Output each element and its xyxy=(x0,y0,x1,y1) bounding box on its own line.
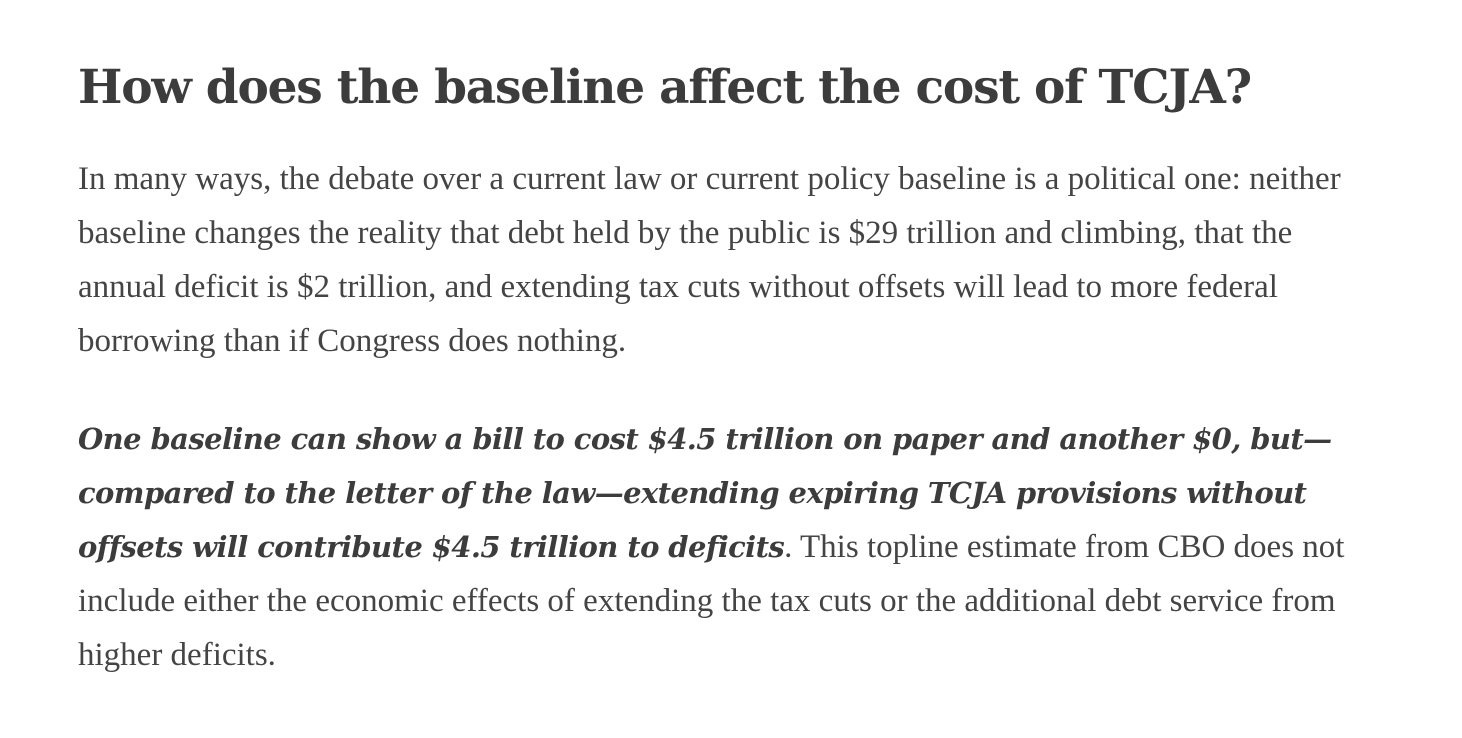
emphasized-cost-statement: One baseline can show a bill to cost $4.… xyxy=(78,422,1332,564)
cbo-estimate-note: . This topline estimate from CBO does no… xyxy=(78,529,1345,673)
article: How does the baseline affect the cost of… xyxy=(78,52,1378,682)
paragraph-baseline-debate: In many ways, the debate over a current … xyxy=(78,161,1341,359)
paragraph-cost-estimate: One baseline can show a bill to cost $4.… xyxy=(78,412,1378,682)
section-heading: How does the baseline affect the cost of… xyxy=(78,60,1252,115)
